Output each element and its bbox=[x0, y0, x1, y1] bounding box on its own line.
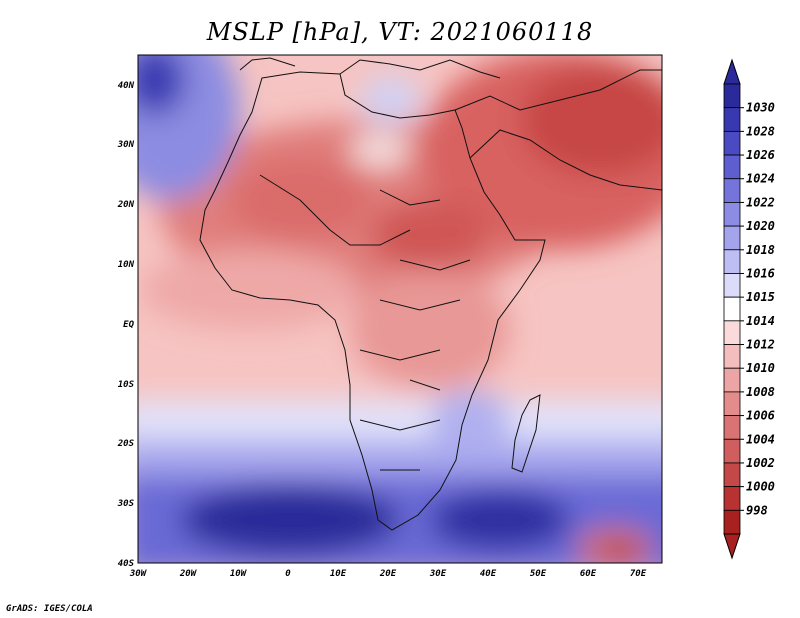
credit-text: GrADS: IGES/COLA bbox=[6, 604, 93, 614]
lon-tick-label: 70E bbox=[630, 569, 647, 579]
colorbar-label: 998 bbox=[746, 503, 768, 517]
colorbar: 1030 1028 1026 1024 1022 1020 1018 1016 1015 1014… bbox=[723, 58, 775, 560]
lon-tick-label: 10E bbox=[330, 569, 347, 579]
lon-tick-label: 20W bbox=[179, 569, 198, 579]
colorbar-label: 1015 bbox=[746, 290, 775, 304]
colorbar-label: 1000 bbox=[746, 480, 775, 494]
lon-tick-label: 10W bbox=[230, 569, 248, 579]
lon-tick-label: 30W bbox=[129, 569, 148, 579]
colorbar-label: 1030 bbox=[746, 101, 775, 115]
lon-tick-label: 20E bbox=[379, 569, 397, 579]
lon-tick-label: 30E bbox=[429, 569, 447, 579]
lat-tick-label: 30S bbox=[117, 499, 135, 509]
colorbar-label: 1008 bbox=[746, 385, 775, 399]
lat-tick-label: EQ bbox=[123, 320, 134, 330]
colorbar-label: 1006 bbox=[746, 409, 775, 423]
colorbar-swatch bbox=[723, 249, 741, 274]
colorbar-swatch bbox=[723, 83, 741, 109]
colorbar-top-arrow bbox=[723, 58, 741, 85]
lat-tick-label: 40N bbox=[118, 81, 135, 91]
colorbar-label: 1012 bbox=[746, 338, 775, 352]
colorbar-label: 1004 bbox=[746, 432, 775, 446]
lat-axis: 40N 30N 20N 10N EQ 10S 20S 30S 40S bbox=[117, 81, 135, 569]
colorbar-swatch bbox=[723, 462, 741, 488]
lat-tick-label: 30N bbox=[117, 140, 135, 150]
colorbar-label: 1016 bbox=[746, 266, 775, 280]
coastlines bbox=[199, 57, 662, 531]
pressure-field bbox=[138, 55, 662, 563]
lon-tick-label: 50E bbox=[530, 569, 547, 579]
colorbar-label: 1024 bbox=[746, 172, 775, 186]
map-frame bbox=[137, 54, 663, 564]
colorbar-swatch bbox=[723, 438, 741, 464]
colorbar-swatch bbox=[723, 344, 741, 369]
colorbar-label: 1002 bbox=[746, 456, 775, 470]
colorbar-swatch bbox=[723, 273, 741, 298]
colorbar-swatch bbox=[723, 415, 741, 440]
colorbar-label: 1010 bbox=[746, 361, 775, 375]
lat-tick-label: 20S bbox=[117, 439, 135, 449]
colorbar-swatch bbox=[723, 367, 741, 393]
colorbar-swatch bbox=[723, 320, 741, 345]
lon-tick-label: 40E bbox=[480, 569, 497, 579]
colorbar-swatch bbox=[723, 296, 741, 322]
colorbar-label: 1020 bbox=[746, 219, 775, 233]
lon-axis: 30W 20W 10W 0 10E 20E 30E 40E 50E 60E 70… bbox=[129, 569, 647, 579]
colorbar-label: 1022 bbox=[746, 195, 775, 209]
colorbar-bottom-arrow bbox=[723, 533, 741, 560]
colorbar-swatch bbox=[723, 509, 741, 535]
colorbar-swatch bbox=[723, 486, 741, 511]
colorbar-swatch bbox=[723, 202, 741, 227]
lat-tick-label: 10N bbox=[118, 260, 135, 270]
lat-tick-label: 20N bbox=[117, 200, 135, 210]
colorbar-label: 1018 bbox=[746, 243, 775, 257]
colorbar-swatch bbox=[723, 154, 741, 180]
colorbar-label: 1028 bbox=[746, 124, 775, 138]
colorbar-swatch bbox=[723, 178, 741, 203]
map-title: MSLP [hPa], VT: 2021060118 bbox=[206, 18, 594, 46]
colorbar-swatch bbox=[723, 225, 741, 251]
colorbar-swatch bbox=[723, 130, 741, 156]
lat-tick-label: 10S bbox=[118, 380, 135, 390]
lon-tick-label: 0 bbox=[285, 569, 291, 579]
colorbar-swatch bbox=[723, 107, 741, 132]
colorbar-swatch bbox=[723, 391, 741, 416]
colorbar-label: 1014 bbox=[746, 314, 775, 328]
lon-tick-label: 60E bbox=[580, 569, 597, 579]
lat-tick-label: 40S bbox=[118, 559, 135, 569]
colorbar-label: 1026 bbox=[746, 148, 775, 162]
